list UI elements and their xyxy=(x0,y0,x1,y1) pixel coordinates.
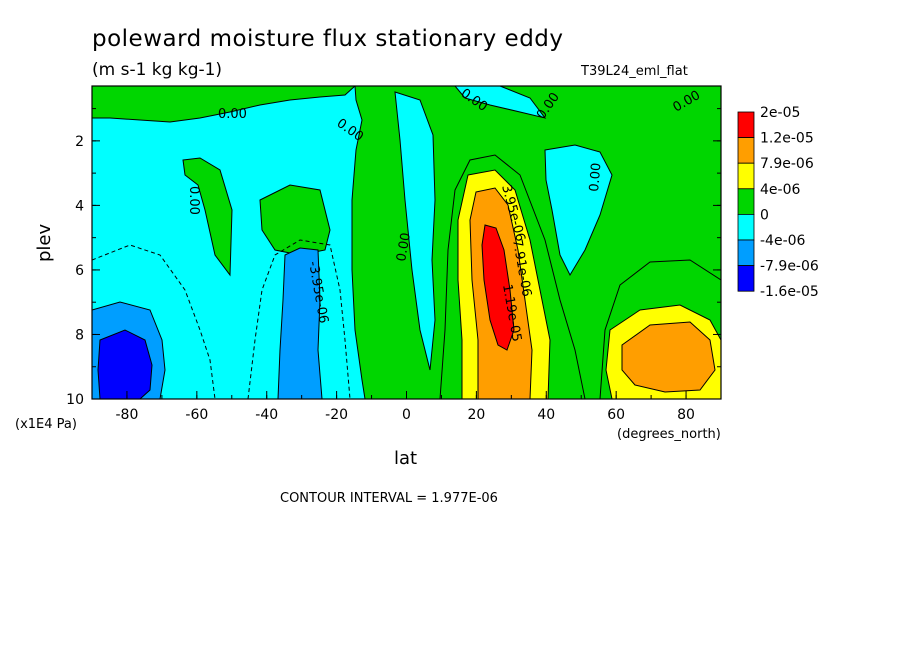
colorbar-label: 4e-06 xyxy=(760,182,800,198)
region-cyan-nh3 xyxy=(454,86,547,119)
x-tick-label: 60 xyxy=(607,407,625,423)
x-tick-label: -40 xyxy=(255,407,278,423)
x-tick-label: 80 xyxy=(677,407,695,423)
region-orange-polar xyxy=(621,321,716,393)
contour-label: 0.00 xyxy=(587,162,604,192)
x-tick-label: -20 xyxy=(325,407,348,423)
x-tick-label: -60 xyxy=(185,407,208,423)
y-tick-label: 4 xyxy=(75,198,84,214)
colorbar-swatch xyxy=(737,137,755,164)
x-axis-units: (degrees_north) xyxy=(617,427,721,442)
contour-pos-thin-2 xyxy=(599,259,721,399)
y-tick-label: 6 xyxy=(75,263,84,279)
x-tick-label: -80 xyxy=(116,407,139,423)
chart-units: (m s-1 kg kg-1) xyxy=(92,60,222,80)
colorbar-label: -7.9e-06 xyxy=(760,259,819,275)
colorbar-swatch xyxy=(737,213,755,241)
region-deepblue-polar xyxy=(97,329,153,399)
contour-interval: CONTOUR INTERVAL = 1.977E-06 xyxy=(280,491,498,506)
chart-title: poleward moisture flux stationary eddy xyxy=(92,26,564,52)
contour-pos-thin-1 xyxy=(439,154,586,399)
x-tick-label: 20 xyxy=(467,407,485,423)
colorbar-label: 1.2e-05 xyxy=(760,131,814,147)
y-tick-label: 2 xyxy=(75,134,84,150)
region-green-top xyxy=(92,86,356,123)
y-tick-label: 8 xyxy=(75,327,84,343)
region-red-core xyxy=(481,224,515,351)
colorbar-swatch xyxy=(737,111,755,139)
x-axis: -80 -60 -40 -20 0 20 40 60 80 xyxy=(91,391,722,423)
y-axis: 2 4 6 8 10 xyxy=(66,108,721,408)
colorbar-label: 0 xyxy=(760,207,769,223)
colorbar-swatch xyxy=(737,188,755,215)
region-green-sh1 xyxy=(182,157,233,277)
colorbar-swatch xyxy=(737,162,755,190)
run-label: T39L24_eml_flat xyxy=(580,64,688,79)
colorbar-label: 7.9e-06 xyxy=(760,156,814,172)
colorbar-label: 2e-05 xyxy=(760,105,800,121)
y-axis-label: plev xyxy=(34,223,55,262)
region-cyan-nh1 xyxy=(544,144,613,277)
colorbar-swatch xyxy=(737,265,755,292)
colorbar-label: -1.6e-05 xyxy=(760,284,819,300)
contour-neg-dashed-2 xyxy=(247,239,351,399)
region-green-sh2 xyxy=(259,184,331,256)
y-axis-units: (x1E4 Pa) xyxy=(15,417,77,432)
x-tick-label: 0 xyxy=(402,407,411,423)
colorbar-label: -4e-06 xyxy=(760,233,806,249)
contour-neg-dashed-1 xyxy=(92,244,216,399)
colorbar-legend: 2e-05 1.2e-05 7.9e-06 4e-06 0 -4e-06 -7.9e-06 -… xyxy=(737,105,819,300)
x-axis-label: lat xyxy=(394,448,417,469)
y-tick-label: 10 xyxy=(66,392,84,408)
region-cyan-nh2 xyxy=(394,91,436,371)
contour-label: 0.00 xyxy=(218,107,247,122)
contour-label: 0.00 xyxy=(186,186,201,215)
colorbar-swatch xyxy=(737,239,755,267)
plot-area: 0.00 0.00 0.00 0.00 0.00 0.00 0.00 0.00 … xyxy=(92,86,721,399)
contour-label: 0.00 xyxy=(394,232,414,263)
region-blue-sh xyxy=(277,247,323,399)
x-tick-label: 40 xyxy=(537,407,555,423)
